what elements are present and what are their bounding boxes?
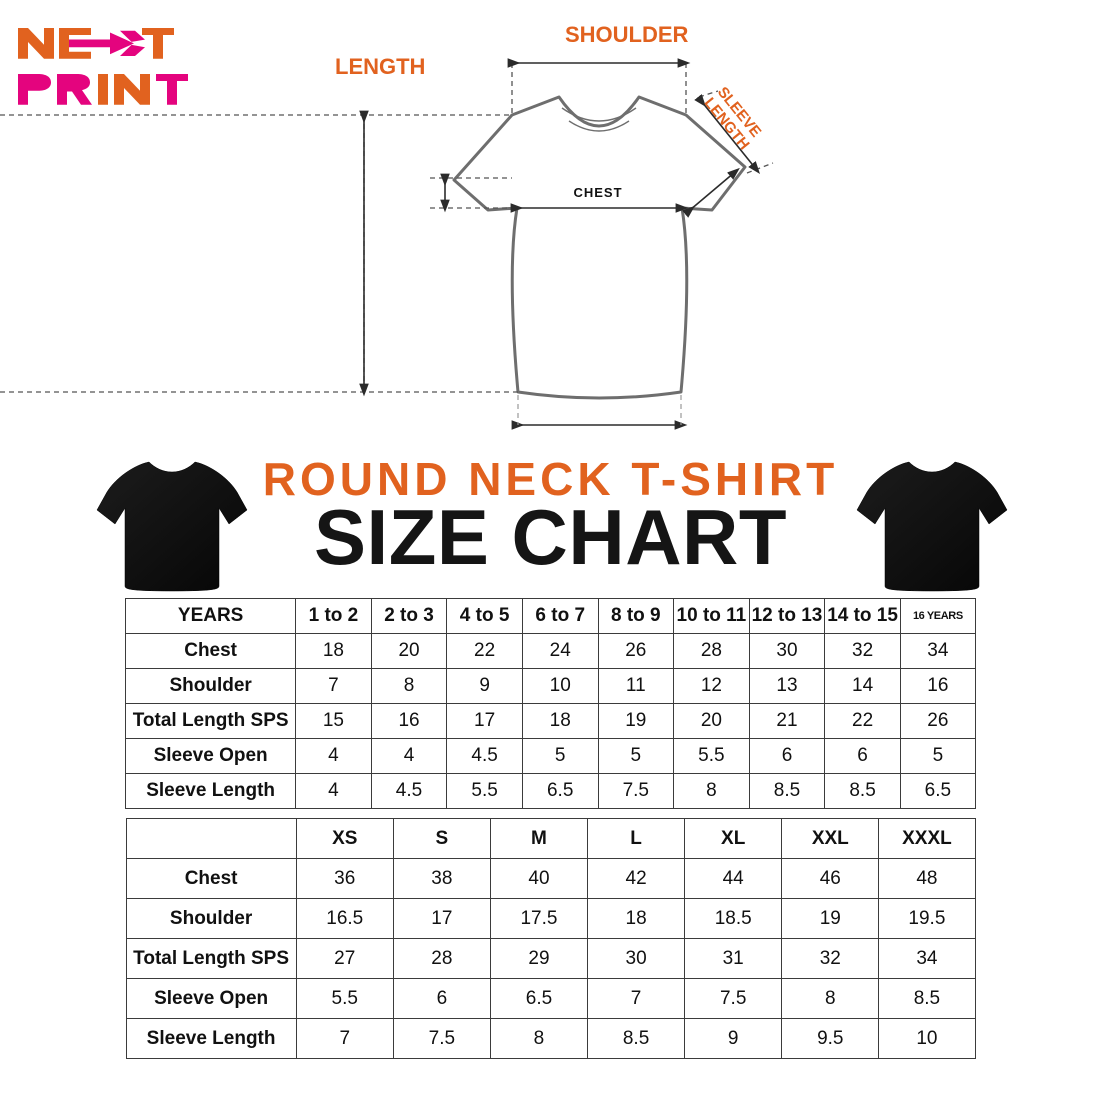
svg-text:SHOULDER: SHOULDER [565,22,689,47]
svg-text:CHEST: CHEST [573,185,622,200]
svg-text:LENGTH: LENGTH [335,54,425,79]
